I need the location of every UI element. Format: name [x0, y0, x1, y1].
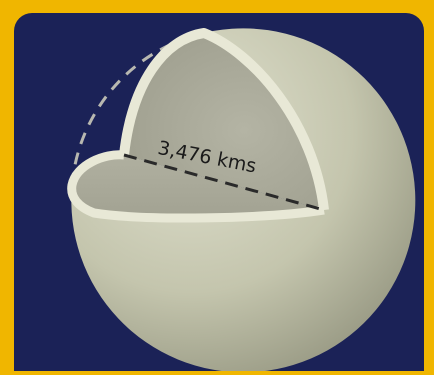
horizontal-cut-rim [67, 150, 325, 223]
horizontal-cut-face [72, 154, 324, 219]
diameter-line [123, 153, 325, 212]
vertical-cut-face [124, 33, 324, 210]
vertical-cut-rim [119, 28, 329, 211]
moon-cutaway-diagram: 3,476 kms [67, 28, 416, 371]
diagram-panel: 3,476 kms [14, 13, 424, 371]
